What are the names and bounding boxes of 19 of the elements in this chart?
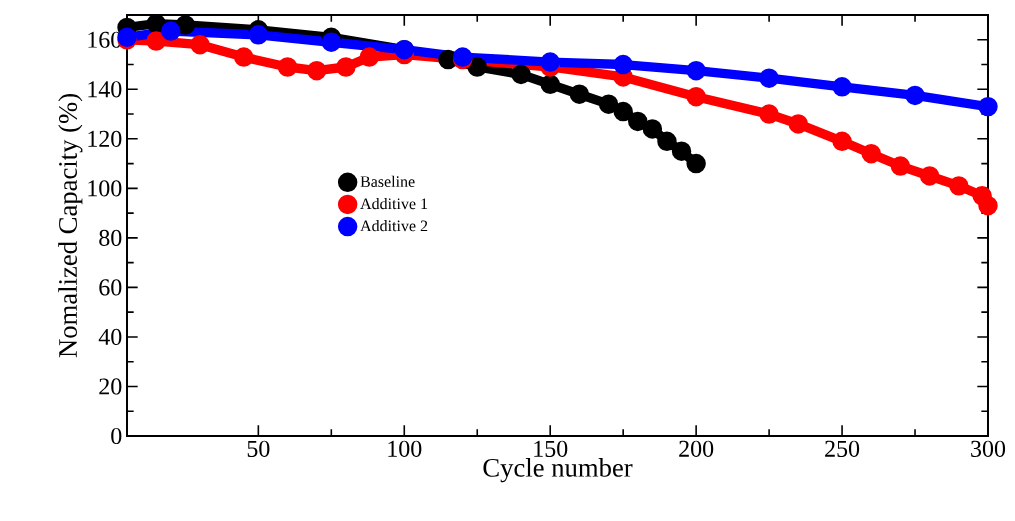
y-tick-label: 100 <box>88 180 122 197</box>
legend-label: Additive 1 <box>360 197 428 210</box>
y-tick-label: 140 <box>88 81 122 98</box>
x-tick-label: 300 <box>971 440 1006 457</box>
x-tick-label: 250 <box>825 440 860 457</box>
y-tick-label: 120 <box>88 130 122 147</box>
legend-label: Baseline <box>360 175 415 187</box>
legend-label: Additive 2 <box>360 220 428 232</box>
y-tick-label: 0 <box>111 427 122 445</box>
x-axis-title: Cycle number <box>483 458 633 483</box>
y-tick-label: 40 <box>98 328 122 346</box>
y-tick-label: 80 <box>99 229 122 246</box>
x-tick-label: 150 <box>534 440 568 457</box>
x-tick-label: 50 <box>247 440 270 457</box>
y-axis-title: Nomalized Capacity (%) <box>58 94 83 358</box>
x-tick-label: 100 <box>388 440 422 457</box>
y-tick-label: 20 <box>99 378 122 395</box>
x-tick-label: 200 <box>679 440 714 457</box>
y-tick-label: 60 <box>99 279 122 296</box>
